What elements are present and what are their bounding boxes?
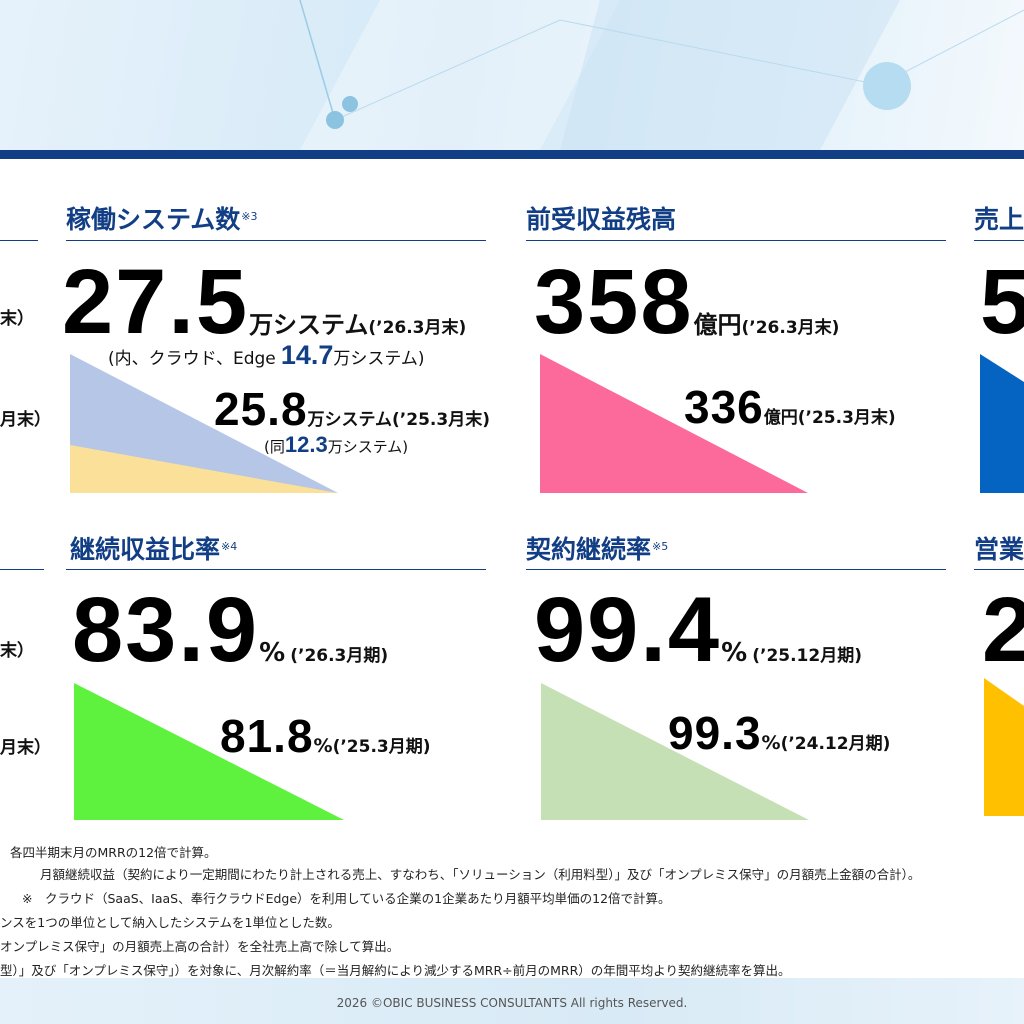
- deferred-area: [540, 354, 808, 493]
- recurring-value: 83.9: [72, 579, 260, 681]
- deferred-underline: [526, 240, 946, 241]
- left-card-underline: [0, 569, 44, 570]
- retention-area: [541, 683, 809, 820]
- sales-title: 売上: [974, 205, 1024, 234]
- systems-prev-cloud-value: 12.3: [284, 432, 328, 457]
- operating-title: 営業: [974, 535, 1024, 564]
- left-card-underline: [0, 240, 38, 241]
- systems-underline: [66, 240, 486, 241]
- recurring-prev-value: 81.8: [220, 710, 314, 762]
- left-fragment: 末）: [0, 641, 34, 661]
- sales-value: 5: [980, 251, 1024, 353]
- systems-previous: 25.8万システム(’25.3月末): [214, 383, 490, 435]
- recurring-current: 83.9% (’26.3月期): [72, 579, 389, 681]
- footnote-2: 月額継続収益（契約により一定期間にわたり計上される売上、すなわち、「ソリューショ…: [40, 867, 921, 882]
- systems-period: (’26.3月末): [368, 318, 467, 338]
- left-fragment: 末）: [0, 309, 34, 329]
- systems-title: 稼働システム数※3: [66, 205, 258, 234]
- footnote-5: オンプレミス保守」の月額売上高の合計）を全社売上高で除して算出。: [0, 939, 400, 954]
- retention-previous: 99.3%(’24.12月期): [668, 707, 891, 759]
- deferred-title: 前受収益残高: [526, 205, 677, 234]
- footnote-6: 型）」及び「オンプレミス保守」）を対象に、月次解約率（＝当月解約により減少するM…: [0, 963, 791, 978]
- systems-cloud-area: [70, 445, 338, 493]
- deferred-value: 358: [534, 251, 694, 353]
- retention-current: 99.4% (’25.12月期): [534, 579, 862, 681]
- header-decoration: [299, 0, 1024, 150]
- header-banner: [0, 0, 1024, 150]
- retention-title: 契約継続率※5: [526, 535, 669, 564]
- retention-underline: [526, 569, 946, 570]
- recurring-previous: 81.8%(’25.3月期): [220, 710, 431, 762]
- recurring-area: [74, 683, 344, 820]
- systems-value: 27.5: [62, 251, 250, 353]
- left-fragment: 月末）: [0, 738, 51, 758]
- operating-underline: [974, 569, 1024, 570]
- systems-prev-value: 25.8: [214, 383, 308, 435]
- left-fragment: 月末）: [0, 410, 51, 430]
- deferred-current: 358億円(’26.3月末): [534, 251, 840, 353]
- recurring-title: 継続収益比率※4: [70, 535, 238, 564]
- footer-band: [0, 978, 1024, 1024]
- systems-prev-cloud-line: (同12.3万システム): [264, 432, 409, 457]
- systems-cloud-value: 14.7: [280, 340, 334, 370]
- sales-underline: [974, 240, 1024, 241]
- deferred-previous: 336億円(’25.3月末): [684, 381, 896, 433]
- footnote-4: ンスを1つの単位として納入したシステムを1単位とした数。: [0, 915, 340, 930]
- retention-prev-value: 99.3: [668, 707, 762, 759]
- header-rule: [0, 150, 1024, 159]
- copyright-text: 2026 ©OBIC BUSINESS CONSULTANTS All righ…: [336, 996, 688, 1010]
- systems-current: 27.5万システム(’26.3月末): [62, 256, 466, 348]
- systems-cloud-line: (内、クラウド、Edge 14.7万システム): [108, 340, 425, 370]
- retention-value: 99.4: [534, 579, 722, 681]
- systems-unit: 万システム: [249, 311, 369, 339]
- deferred-prev-value: 336: [684, 381, 764, 433]
- footnote-1: 各四半期末月のMRRの12倍で計算。: [10, 845, 217, 860]
- recurring-underline: [66, 569, 486, 570]
- footnote-3: ※ クラウド（SaaS、IaaS、奉行クラウドEdge）を利用している企業の1企…: [22, 891, 671, 906]
- operating-value: 2: [982, 579, 1024, 681]
